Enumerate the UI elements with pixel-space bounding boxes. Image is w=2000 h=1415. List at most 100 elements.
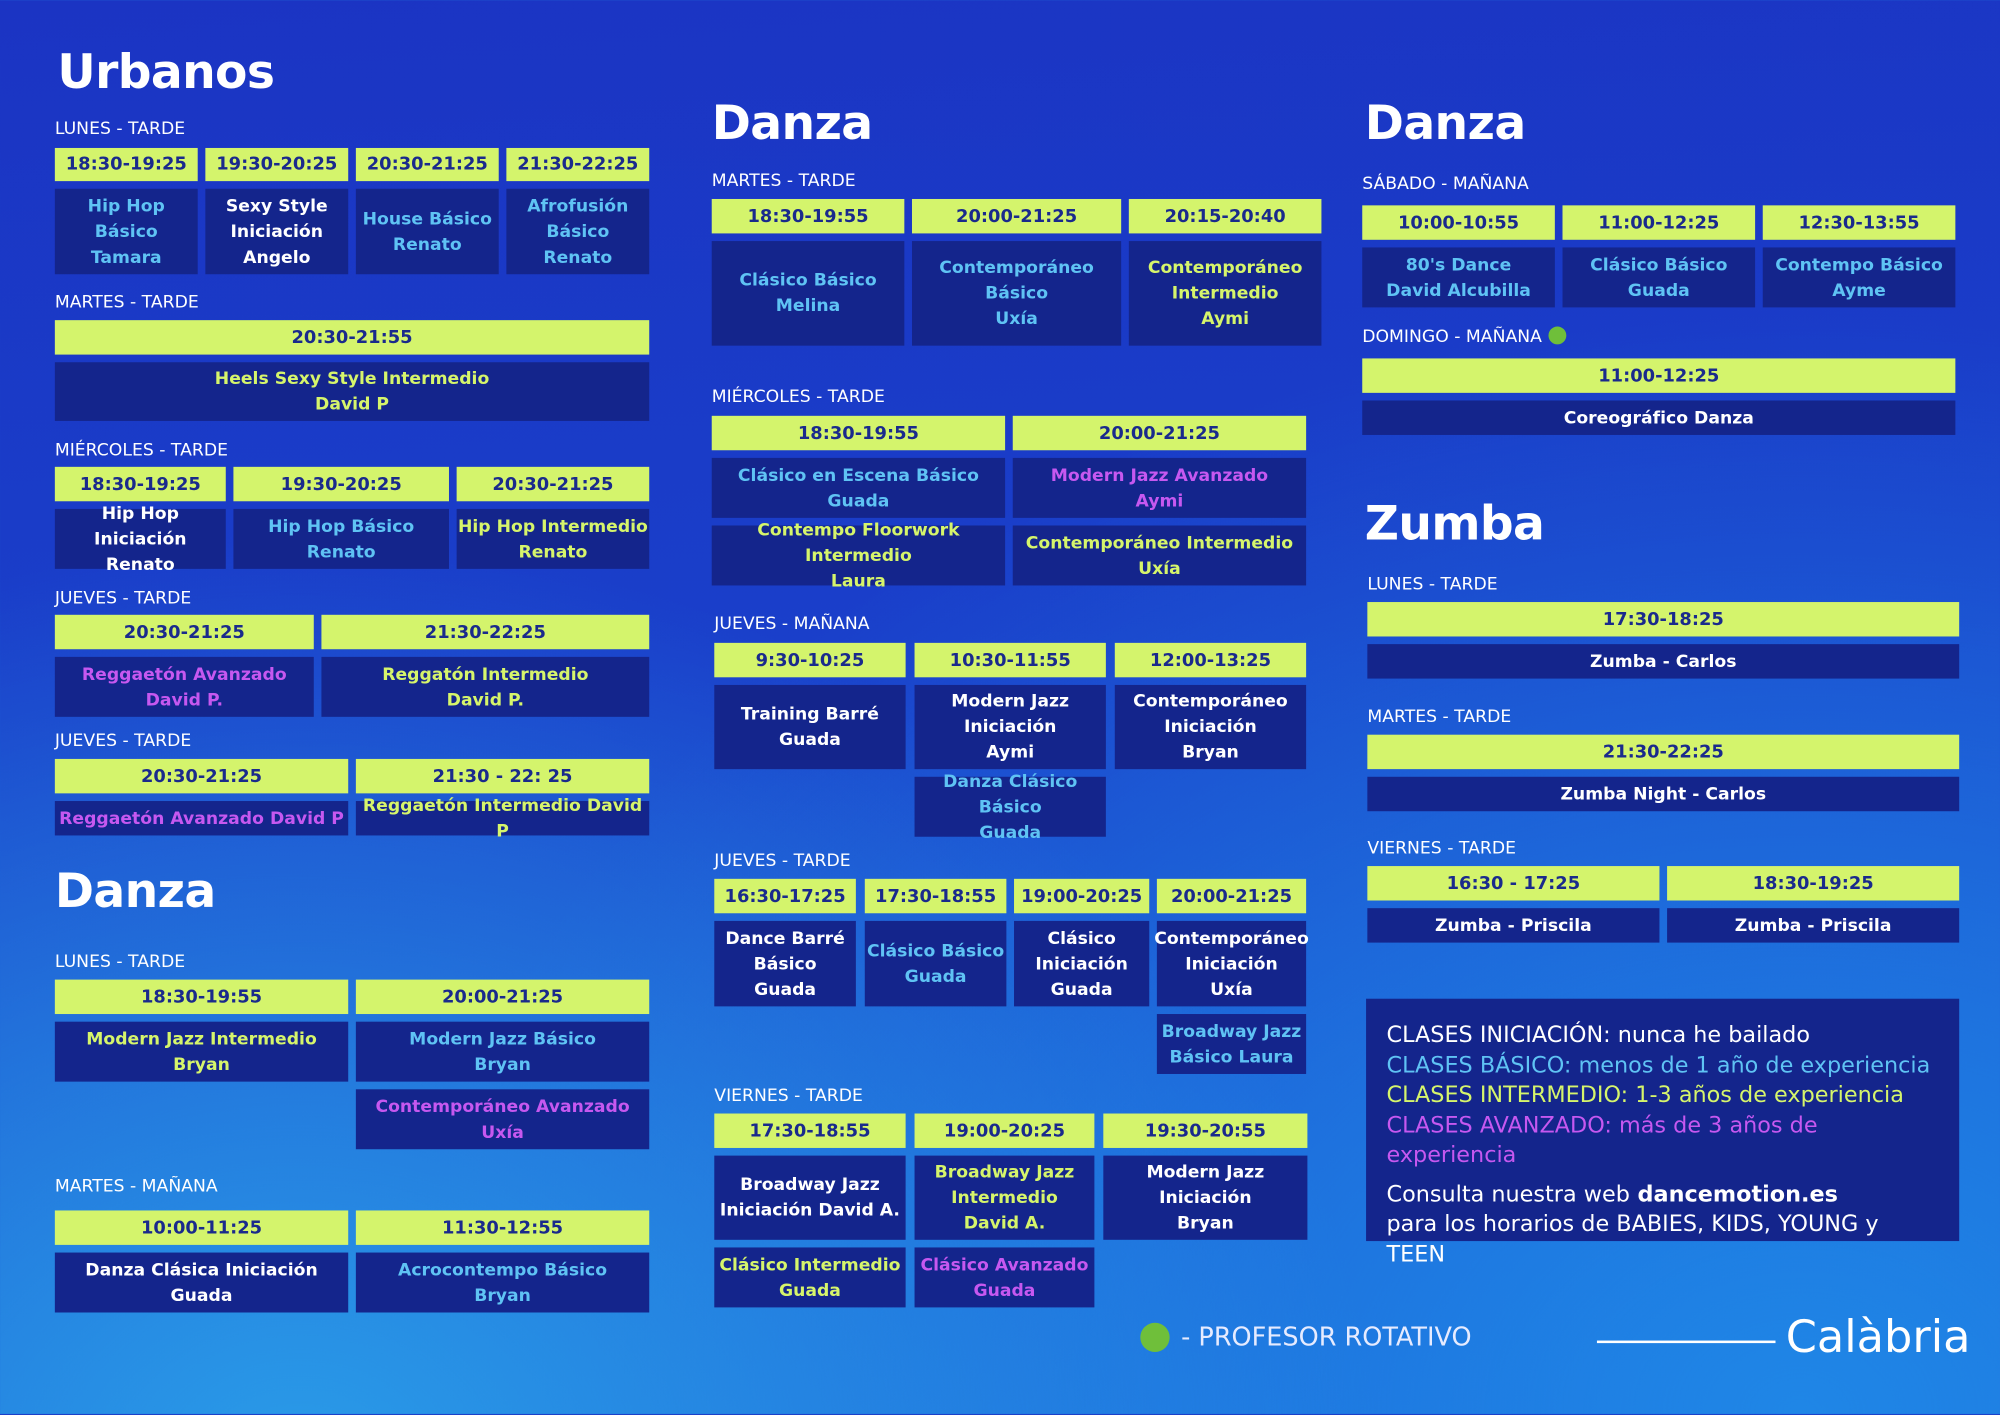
time-slot: 20:00-21:25 xyxy=(911,198,1122,234)
brand-rule xyxy=(1596,1340,1776,1344)
day-text: LUNES - TARDE xyxy=(54,118,186,140)
section-title: Zumba xyxy=(1364,496,1545,552)
class-line: Bryan xyxy=(1182,742,1239,763)
day-label: VIERNES - TARDE xyxy=(714,1084,863,1107)
time-slot: 11:00-12:25 xyxy=(1362,358,1956,393)
time-slot: 16:30-17:25 xyxy=(714,878,856,914)
class-line: Contemporáneo Avanzado xyxy=(375,1096,630,1117)
class-line: Contempo Floorwork Intermedio xyxy=(757,519,960,566)
time-slot: 18:30-19:25 xyxy=(1667,866,1960,901)
class-line: Modern Jazz Avanzado xyxy=(1050,464,1269,486)
class-cell: Zumba Night - Carlos xyxy=(1367,776,1960,812)
class-line: Bryan xyxy=(1176,1213,1234,1234)
class-line: Melina xyxy=(775,295,841,317)
website: dancemotion.es xyxy=(1637,1181,1838,1208)
class-cell: Modern Jazz Básico Bryan xyxy=(355,1021,650,1082)
class-line: Zumba - Priscila xyxy=(1435,915,1592,936)
class-line: Danza Clásico Básico xyxy=(943,771,1078,817)
class-line: Contemporáneo Intermedio xyxy=(1025,532,1294,553)
class-cell: Broadway Jazz Intermedio David A. xyxy=(914,1155,1095,1240)
web-note: Consulta nuestra web dancemotion.es xyxy=(1386,1180,1938,1210)
class-line: Uxía xyxy=(1138,558,1181,579)
class-line: Guada xyxy=(778,1279,841,1301)
class-line: Coreográfico Danza xyxy=(1563,407,1754,428)
rotating-dot xyxy=(1548,326,1567,345)
class-line: Reggaetón Intermedio David P xyxy=(362,795,643,842)
day-text: SÁBADO - MAÑANA xyxy=(1362,173,1529,194)
class-line: Tamara xyxy=(90,246,162,268)
time-slot: 18:30-19:55 xyxy=(711,415,1006,451)
note-intro: Consulta nuestra web xyxy=(1386,1181,1630,1208)
day-text: JUEVES - TARDE xyxy=(714,850,851,872)
class-line: Clásico Avanzado xyxy=(920,1254,1089,1275)
class-cell: Contemporáneo Iniciación Bryan xyxy=(1114,684,1307,770)
time-slot: 18:30-19:25 xyxy=(54,466,226,502)
class-line: Broadway Jazz xyxy=(934,1161,1075,1183)
class-cell: Contempo Floorwork Intermedio Laura xyxy=(711,520,1006,591)
time-slot: 20:30-21:25 xyxy=(355,147,499,182)
time-slot: 11:30-12:55 xyxy=(355,1210,650,1245)
day-text: LUNES - TARDE xyxy=(54,951,186,972)
day-label: MIÉRCOLES - TARDE xyxy=(712,385,885,408)
class-line: Uxía xyxy=(1210,978,1253,1000)
time-slot: 9:30-10:25 xyxy=(714,642,906,678)
class-line: Heels Sexy Style Intermedio xyxy=(214,368,490,390)
brand: Calàbria xyxy=(1785,1312,1971,1364)
class-line: Angelo xyxy=(243,246,311,268)
class-line: David Alcubilla xyxy=(1386,279,1531,301)
class-line: Afrofusión xyxy=(527,195,629,217)
class-line: Danza Clásica Iniciación xyxy=(85,1259,318,1280)
class-cell: Dance Barré Básico Guada xyxy=(714,920,856,1007)
class-cell: Reggaetón Avanzado David P xyxy=(54,801,349,836)
class-cell: Coreográfico Danza xyxy=(1362,400,1956,435)
class-line: Acrocontempo Básico xyxy=(397,1259,608,1280)
level-list: CLASES INICIACIÓN: nunca he bailado CLASE… xyxy=(1386,1022,1938,1172)
class-line: Clásico xyxy=(1047,927,1116,949)
class-line: Contemporáneo Básico xyxy=(939,257,1094,304)
class-line: Aymi xyxy=(1201,308,1250,330)
class-cell: Clásico Básico Guada xyxy=(864,920,1007,1007)
class-line: Reggatón Intermedio xyxy=(382,663,589,685)
class-cell: Contemporáneo Iniciación Uxía xyxy=(1154,920,1309,1007)
time-slot: 17:30-18:25 xyxy=(1367,602,1960,637)
class-line: Contemporáneo xyxy=(1147,257,1303,279)
day-text: MIÉRCOLES - TARDE xyxy=(711,386,885,407)
time-slot: 20:00-21:25 xyxy=(355,979,650,1015)
time-slot: 20:00-21:25 xyxy=(1156,878,1307,914)
class-cell: Contemporáneo Intermedio Aymi xyxy=(1128,241,1322,346)
day-label: JUEVES - TARDE xyxy=(55,730,191,753)
day-text: VIERNES - TARDE xyxy=(1367,838,1516,859)
time-slot: 17:30-18:55 xyxy=(864,878,1007,914)
class-line: Contemporáneo xyxy=(1154,927,1309,949)
class-line: Renato xyxy=(543,246,613,268)
class-line: Hip Hop Básico xyxy=(87,195,165,242)
class-line: Renato xyxy=(306,541,376,562)
class-line: Guada xyxy=(973,1279,1036,1301)
time-slot: 10:30-11:55 xyxy=(914,642,1106,678)
class-cell: Hip Hop Básico Tamara xyxy=(54,188,198,275)
class-line: Modern Jazz xyxy=(951,691,1070,712)
time-slot: 18:30-19:55 xyxy=(711,198,905,234)
class-cell: Zumba - Priscila xyxy=(1667,908,1960,943)
class-line: Guada xyxy=(1050,978,1113,1000)
day-label: JUEVES - TARDE xyxy=(714,849,850,872)
class-line: Intermedio xyxy=(1171,283,1279,304)
class-cell: Contemporáneo Básico Uxía xyxy=(911,241,1122,346)
time-slot: 20:30-21:25 xyxy=(54,614,314,650)
class-line: Guada xyxy=(979,822,1042,843)
class-cell: Contemporáneo Avanzado Uxía xyxy=(355,1089,650,1150)
class-line: Iniciación xyxy=(1185,953,1278,974)
class-line: Clásico Básico xyxy=(866,940,1005,962)
class-line: Iniciación David A. xyxy=(719,1200,900,1221)
class-line: Ayme xyxy=(1832,279,1886,301)
class-line: Modern Jazz Iniciación xyxy=(1146,1161,1265,1208)
time-slot: 21:30-22:25 xyxy=(506,147,650,182)
class-line: Modern Jazz Intermedio xyxy=(86,1028,317,1050)
section-title: Danza xyxy=(1364,95,1526,151)
level-line: CLASES INTERMEDIO: 1-3 años de experienc… xyxy=(1386,1082,1904,1109)
time-slot: 10:00-11:25 xyxy=(54,1210,349,1245)
day-label: SÁBADO - MAÑANA xyxy=(1362,172,1529,195)
class-line: Contempo Básico xyxy=(1775,254,1943,275)
time-slot: 10:00-10:55 xyxy=(1362,205,1555,240)
class-cell: Afrofusión Básico Renato xyxy=(506,188,650,275)
